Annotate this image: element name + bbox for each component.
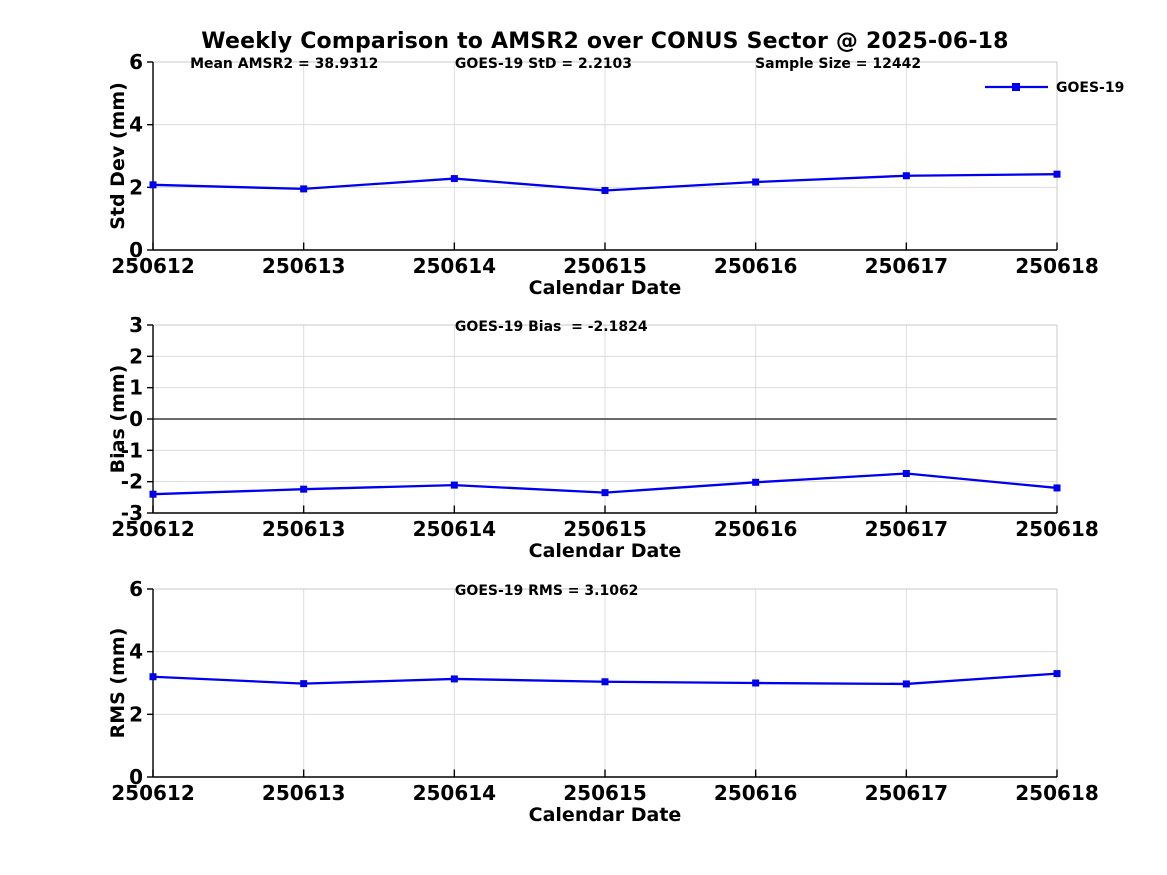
x-tick-label: 250613: [262, 517, 346, 541]
x-axis-label: Calendar Date: [529, 804, 682, 826]
data-point-marker: [752, 178, 760, 186]
x-tick-label: 250615: [563, 781, 647, 805]
y-tick-label: 2: [129, 702, 143, 726]
y-tick-label: -2: [121, 470, 143, 494]
x-tick-label: 250613: [262, 254, 346, 278]
data-point-marker: [149, 181, 157, 189]
x-tick-label: 250617: [865, 517, 949, 541]
x-tick-label: 250614: [413, 517, 497, 541]
y-tick-label: 1: [129, 376, 143, 400]
y-tick-label: 0: [129, 407, 143, 431]
x-tick-label: 250618: [1015, 781, 1099, 805]
x-tick-label: 250618: [1015, 254, 1099, 278]
annotation-text: Mean AMSR2 = 38.9312: [190, 56, 378, 72]
bias-subplot: -3 -2 -1 0 1 2 3 250612 250613 250614 250615 250616…: [107, 313, 1099, 562]
data-point-marker: [450, 481, 458, 489]
data-point-marker: [601, 678, 609, 686]
annotation-text: GOES-19 RMS = 3.1062: [455, 583, 639, 599]
data-point-marker: [300, 185, 308, 193]
data-point-marker: [601, 186, 609, 194]
y-axis-label: Std Dev (mm): [107, 82, 129, 230]
annotation-text: GOES-19 StD = 2.2103: [455, 56, 632, 72]
x-tick-label: 250614: [413, 781, 497, 805]
x-tick-label: 250615: [563, 254, 647, 278]
x-tick-label: 250616: [714, 781, 798, 805]
x-tick-label: 250617: [865, 781, 949, 805]
data-point-marker: [902, 172, 910, 180]
x-tick-label: 250615: [563, 517, 647, 541]
y-tick-label: 0: [129, 765, 143, 789]
data-point-marker: [450, 175, 458, 183]
data-point-marker: [752, 478, 760, 486]
x-tick-label: 250614: [413, 254, 497, 278]
x-tick-label: 250612: [111, 517, 195, 541]
chart-title: Weekly Comparison to AMSR2 over CONUS Se…: [201, 29, 1009, 54]
y-axis-label: RMS (mm): [107, 628, 129, 739]
x-tick-label: 250612: [111, 254, 195, 278]
data-point-marker: [902, 680, 910, 688]
x-tick-label: 250616: [714, 517, 798, 541]
x-tick-label: 250617: [865, 254, 949, 278]
annotation-text: Sample Size = 12442: [755, 56, 921, 72]
annotation-text: GOES-19 Bias = -2.1824: [455, 319, 648, 335]
x-tick-label: 250613: [262, 781, 346, 805]
legend-marker-sample: [1012, 83, 1020, 91]
x-axis-label: Calendar Date: [529, 540, 682, 562]
data-point-marker: [902, 470, 910, 478]
legend: GOES-19: [985, 80, 1124, 96]
data-point-marker: [300, 485, 308, 493]
y-axis-label: Bias (mm): [107, 365, 129, 474]
x-tick-label: 250616: [714, 254, 798, 278]
data-point-marker: [1053, 670, 1061, 678]
data-point-marker: [300, 680, 308, 688]
y-tick-label: -1: [121, 438, 143, 462]
data-point-marker: [1053, 484, 1061, 492]
y-tick-label: 4: [129, 640, 143, 664]
y-tick-label: 6: [129, 577, 143, 601]
data-point-marker: [149, 673, 157, 681]
std-dev-subplot: 0 2 4 6 250612 250613 250614 250615 250616 250617…: [107, 50, 1124, 299]
data-point-marker: [752, 679, 760, 687]
x-axis-label: Calendar Date: [529, 277, 682, 299]
data-point-marker: [601, 489, 609, 497]
legend-label: GOES-19: [1056, 80, 1124, 96]
x-tick-label: 250618: [1015, 517, 1099, 541]
data-point-marker: [450, 675, 458, 683]
x-tick-label: 250612: [111, 781, 195, 805]
y-tick-label: -3: [121, 501, 143, 525]
y-tick-label: 3: [129, 313, 143, 337]
data-point-marker: [149, 490, 157, 498]
y-tick-label: 2: [129, 344, 143, 368]
data-point-marker: [1053, 170, 1061, 178]
rms-subplot: 0 2 4 6 250612 250613 250614 250615 250616 250617…: [107, 577, 1099, 826]
y-tick-label: 6: [129, 50, 143, 74]
y-tick-label: 4: [129, 113, 143, 137]
y-tick-label: 2: [129, 175, 143, 199]
y-tick-label: 0: [129, 238, 143, 262]
